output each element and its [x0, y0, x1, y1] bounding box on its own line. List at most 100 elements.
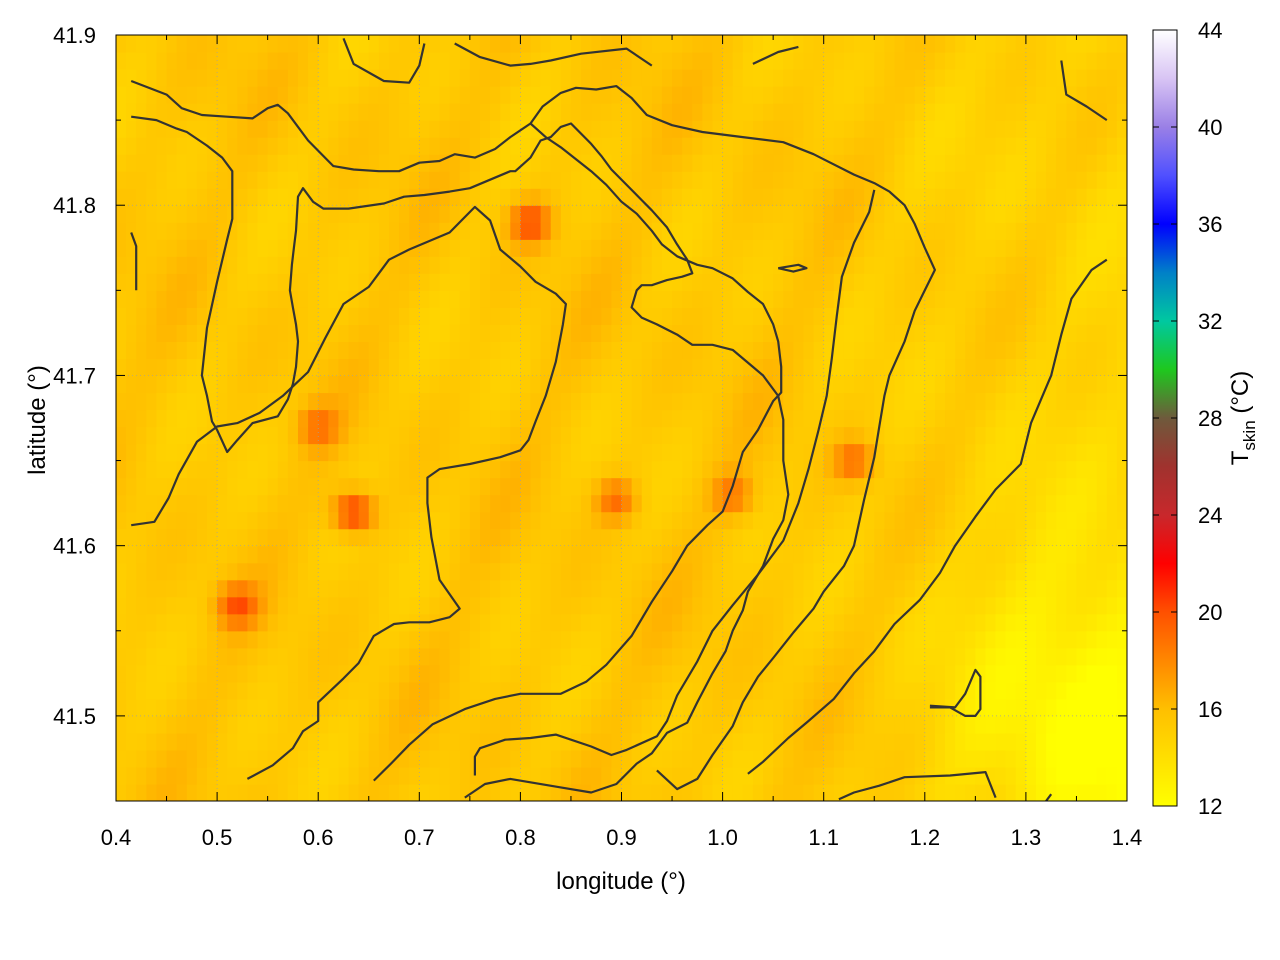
heatmap-cell	[146, 222, 158, 240]
heatmap-cell	[318, 290, 329, 308]
heatmap-cell	[419, 358, 431, 377]
heatmap-cell	[803, 664, 815, 683]
heatmap-cell	[621, 698, 633, 717]
heatmap-cell	[570, 579, 582, 598]
heatmap-cell	[773, 409, 784, 428]
heatmap-cell	[985, 392, 997, 411]
heatmap-cell	[945, 409, 956, 428]
heatmap-cell	[146, 766, 158, 785]
heatmap-cell	[1005, 494, 1017, 513]
heatmap-cell	[1025, 239, 1037, 257]
heatmap-cell	[874, 494, 885, 513]
heatmap-cell	[631, 239, 643, 257]
heatmap-cell	[146, 681, 158, 700]
heatmap-cell	[469, 647, 481, 666]
heatmap-cell	[1025, 443, 1037, 462]
heatmap-cell	[965, 664, 976, 683]
heatmap-cell	[914, 171, 926, 189]
heatmap-cell	[692, 766, 703, 785]
heatmap-cell	[490, 664, 501, 683]
heatmap-cell	[692, 749, 703, 768]
heatmap-cell	[864, 358, 875, 377]
heatmap-cell	[429, 647, 441, 666]
heatmap-cell	[975, 443, 987, 462]
heatmap-cell	[631, 188, 643, 206]
heatmap-cell	[621, 511, 633, 530]
heatmap-cell	[297, 52, 309, 70]
heatmap-cell	[894, 409, 906, 428]
heatmap-cell	[490, 511, 501, 530]
heatmap-cell	[136, 171, 147, 189]
heatmap-cell	[904, 324, 916, 342]
heatmap-cell	[156, 409, 168, 428]
heatmap-cell	[581, 647, 592, 666]
heatmap-cell	[409, 477, 420, 496]
heatmap-cell	[955, 511, 966, 530]
heatmap-cell	[1046, 222, 1057, 240]
heatmap-cell	[176, 205, 188, 223]
heatmap-cell	[763, 579, 774, 598]
heatmap-cell	[358, 579, 370, 598]
heatmap-cell	[520, 545, 532, 564]
heatmap-cell	[500, 52, 511, 70]
heatmap-cell	[257, 86, 269, 104]
heatmap-cell	[1116, 358, 1127, 377]
heatmap-cell	[419, 222, 431, 240]
heatmap-cell	[570, 256, 582, 274]
heatmap-cell	[378, 239, 390, 257]
heatmap-cell	[692, 579, 703, 598]
heatmap-cell	[287, 545, 299, 564]
heatmap-cell	[995, 783, 1007, 801]
heatmap-cell	[348, 732, 360, 751]
heatmap-cell	[1076, 511, 1088, 530]
heatmap-cell	[904, 120, 916, 138]
heatmap-cell	[752, 409, 764, 428]
heatmap-cell	[1056, 86, 1067, 104]
heatmap-cell	[439, 120, 451, 138]
heatmap-cell	[732, 545, 744, 564]
heatmap-cell	[793, 137, 805, 155]
heatmap-cell	[419, 511, 431, 530]
heatmap-cell	[186, 698, 198, 717]
heatmap-cell	[267, 664, 279, 683]
heatmap-cell	[864, 630, 875, 649]
heatmap-cell	[186, 460, 198, 479]
heatmap-cell	[722, 392, 734, 411]
heatmap-cell	[692, 392, 703, 411]
heatmap-cell	[378, 766, 390, 785]
heatmap-cell	[1076, 596, 1088, 615]
heatmap-cell	[1015, 205, 1027, 223]
heatmap-cell	[732, 256, 744, 274]
heatmap-cell	[287, 715, 299, 734]
heatmap-cell	[358, 154, 370, 172]
heatmap-cell	[1036, 239, 1047, 257]
heatmap-cell	[530, 171, 542, 189]
heatmap-cell	[752, 205, 764, 223]
heatmap-cell	[955, 596, 966, 615]
heatmap-cell	[530, 443, 542, 462]
heatmap-cell	[449, 477, 461, 496]
heatmap-cell	[924, 358, 936, 377]
heatmap-cell	[520, 681, 532, 700]
heatmap-cell	[217, 239, 228, 257]
heatmap-cell	[783, 171, 794, 189]
heatmap-cell	[833, 324, 845, 342]
heatmap-cell	[570, 103, 582, 121]
heatmap-cell	[500, 273, 511, 291]
heatmap-cell	[1046, 460, 1057, 479]
heatmap-cell	[732, 749, 744, 768]
heatmap-cell	[429, 562, 441, 581]
heatmap-cell	[752, 103, 764, 121]
heatmap-cell	[530, 290, 542, 308]
heatmap-cell	[1086, 375, 1098, 394]
heatmap-cell	[459, 511, 471, 530]
heatmap-cell	[490, 222, 501, 240]
heatmap-cell	[429, 528, 441, 547]
heatmap-cell	[126, 664, 137, 683]
heatmap-cell	[813, 222, 825, 240]
heatmap-cell	[176, 562, 188, 581]
heatmap-cell	[682, 732, 693, 751]
heatmap-cell	[560, 715, 572, 734]
heatmap-cell	[318, 647, 329, 666]
heatmap-cell	[206, 630, 218, 649]
